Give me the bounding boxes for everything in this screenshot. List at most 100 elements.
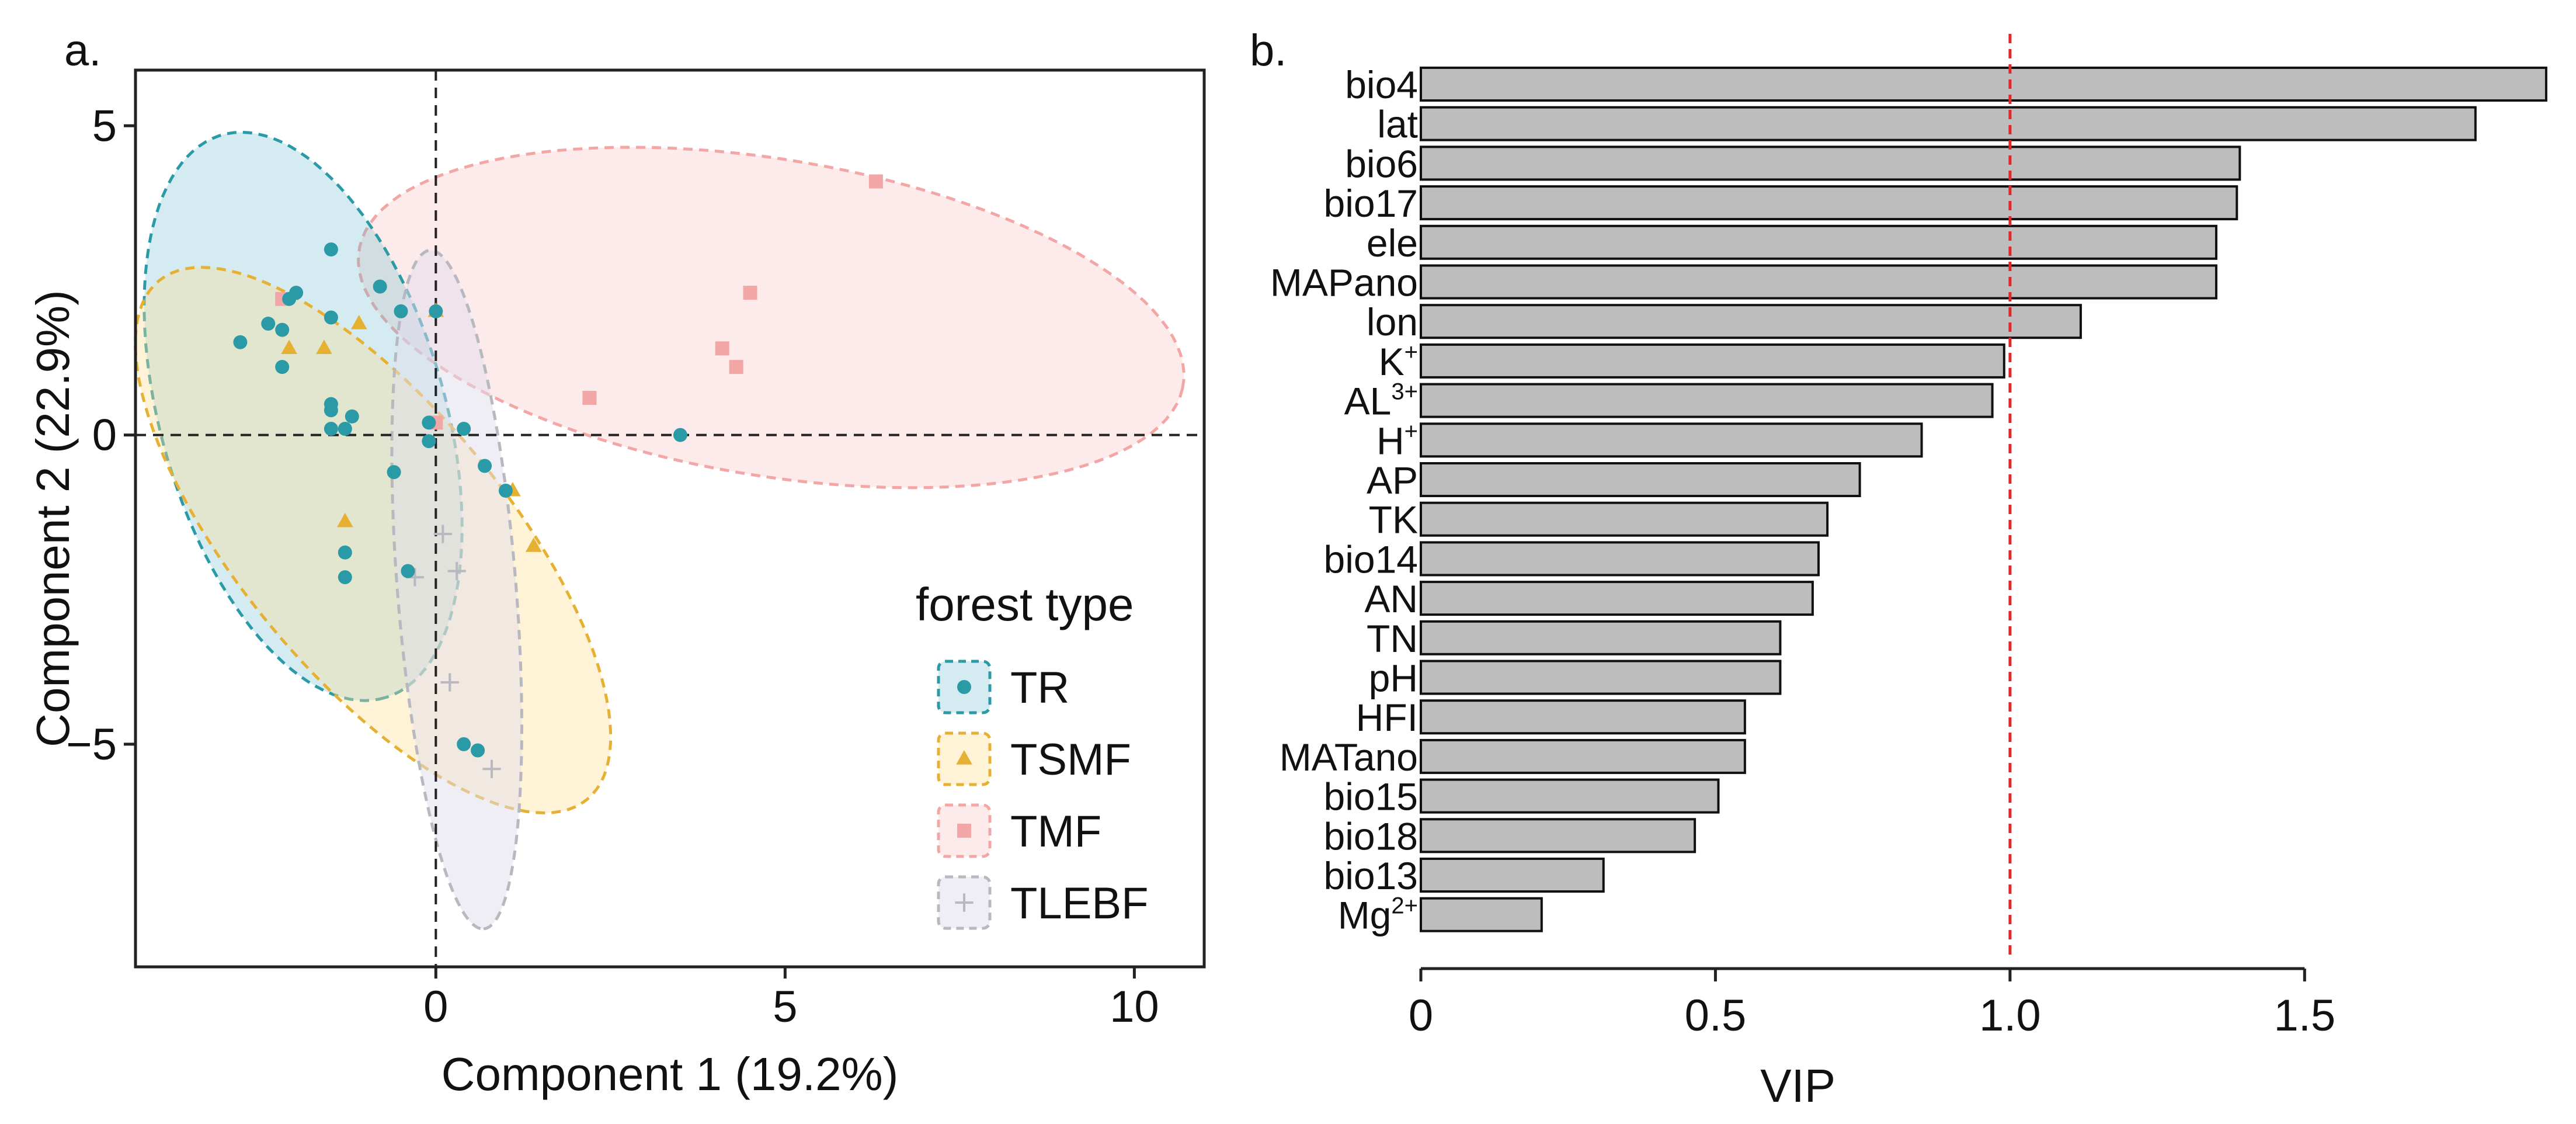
y-tick-label: −5: [66, 720, 117, 769]
category-label-lon: lon: [1367, 300, 1418, 344]
point-tr-13: [338, 422, 352, 436]
bar-al: [1420, 383, 1994, 418]
point-tlebf-2: [440, 673, 459, 692]
point-tlebf-0: [433, 525, 452, 543]
bar-bio18: [1420, 818, 1697, 854]
bar-mg: [1420, 897, 1543, 932]
point-tr-23: [338, 545, 352, 560]
point-tlebf-1: [447, 561, 466, 581]
ellipse-layer: [134, 130, 1186, 931]
x-tick-label: 0: [423, 982, 448, 1032]
point-tr-15: [345, 409, 359, 424]
bar-tk: [1420, 501, 1829, 537]
legend-label-tmf: TMF: [1010, 807, 1101, 856]
legend: forest type TR TSMF TMF TLEBF: [916, 578, 1149, 930]
category-label-al: AL3+: [1344, 379, 1418, 423]
point-layer: [233, 174, 883, 778]
vip-bar-panel: bio4latbio6bio17eleMAPanolonK+AL3+H+APTK…: [1270, 34, 2547, 1112]
bar-bio13: [1420, 858, 1605, 893]
category-label-bio15: bio15: [1324, 775, 1419, 818]
point-tsmf-3: [337, 512, 353, 528]
point-tlebf-3: [482, 759, 501, 778]
x-tick-label: 10: [1110, 982, 1159, 1032]
point-tr-6: [275, 360, 290, 374]
bar-bio15: [1420, 778, 1720, 814]
category-label-tn: TN: [1367, 617, 1418, 660]
point-tr-2: [324, 242, 338, 256]
point-tsmf-0: [350, 315, 367, 329]
legend-label-tr: TR: [1010, 663, 1069, 713]
bar-matano: [1420, 738, 1746, 774]
x-tick-label: 1.5: [2273, 991, 2335, 1040]
point-tr-22: [673, 428, 687, 442]
category-label-tk: TK: [1369, 498, 1418, 542]
category-label-hfi: HFI: [1356, 696, 1418, 739]
point-tmf-3: [715, 341, 729, 356]
point-tr-20: [478, 459, 492, 473]
legend-title: forest type: [916, 578, 1134, 630]
category-label-mapano: MAPano: [1270, 261, 1418, 304]
bar-tn: [1420, 620, 1782, 655]
category-label-bio6: bio6: [1345, 142, 1418, 185]
category-label-bio18: bio18: [1324, 814, 1419, 858]
axis-ticks: 0 5 10 5 0 −5: [66, 101, 1159, 1032]
bar-lon: [1420, 304, 2082, 339]
point-tmf-2: [743, 286, 757, 300]
category-labels: bio4latbio6bio17eleMAPanolonK+AL3+H+APTK…: [1270, 63, 1418, 937]
point-tsmf-6: [525, 537, 542, 552]
category-label-lat: lat: [1377, 103, 1418, 146]
point-tr-5: [275, 322, 290, 337]
reference-lines: [135, 70, 1204, 967]
x-tick-label: 0.5: [1685, 991, 1747, 1040]
point-tr-12: [324, 403, 338, 418]
bar-ele: [1420, 224, 2217, 260]
ellipse-tmf: [357, 145, 1186, 490]
bar-an: [1420, 581, 1814, 616]
bar-hfi: [1420, 699, 1746, 735]
x-axis: 0 0.5 1.0 1.5: [1409, 967, 2335, 1040]
category-label-ap: AP: [1367, 459, 1418, 502]
ellipse-tr: [142, 130, 464, 702]
point-tr-7: [324, 310, 338, 325]
category-label-an: AN: [1364, 577, 1418, 620]
bar-ph: [1420, 660, 1782, 695]
bar-bio4: [1420, 67, 2547, 102]
point-tmf-1: [868, 174, 883, 189]
y-tick-label: 5: [92, 101, 117, 151]
bar-bio6: [1420, 145, 2241, 181]
point-tmf-4: [729, 360, 743, 374]
point-tr-24: [338, 570, 352, 585]
bar-bio17: [1420, 185, 2238, 221]
x-tick-label: 1.0: [1979, 991, 2041, 1040]
legend-marker-tr: [957, 680, 971, 694]
x-axis-title: VIP: [1760, 1060, 1835, 1112]
point-tr-8: [373, 279, 387, 294]
point-tr-10: [429, 304, 443, 318]
legend-marker-tlebf: [955, 893, 974, 912]
point-tr-9: [394, 304, 408, 318]
point-tsmf-2: [281, 339, 297, 354]
point-tr-3: [261, 317, 276, 331]
bar-ap: [1420, 462, 1861, 497]
point-tr-27: [471, 743, 485, 758]
legend-label-tsmf: TSMF: [1010, 735, 1131, 785]
y-tick-label: 0: [92, 411, 117, 460]
x-tick-label: 5: [773, 982, 797, 1032]
category-label-h: H+: [1376, 418, 1418, 462]
point-tr-16: [387, 465, 401, 480]
point-tr-26: [457, 737, 471, 751]
bar-bio14: [1420, 541, 1820, 577]
x-axis-title: Component 1 (19.2%): [441, 1048, 899, 1100]
legend-label-tlebf: TLEBF: [1010, 879, 1149, 928]
bar-k: [1420, 343, 2005, 379]
x-tick-label: 0: [1409, 991, 1433, 1040]
point-tr-1: [282, 292, 297, 306]
category-label-ph: pH: [1369, 657, 1418, 700]
point-tr-25: [401, 564, 415, 578]
legend-marker-tmf: [957, 824, 971, 838]
category-label-bio4: bio4: [1345, 63, 1418, 106]
panel-letter-b: b.: [1250, 26, 1287, 75]
point-tr-17: [422, 415, 436, 430]
category-label-bio14: bio14: [1324, 537, 1419, 581]
